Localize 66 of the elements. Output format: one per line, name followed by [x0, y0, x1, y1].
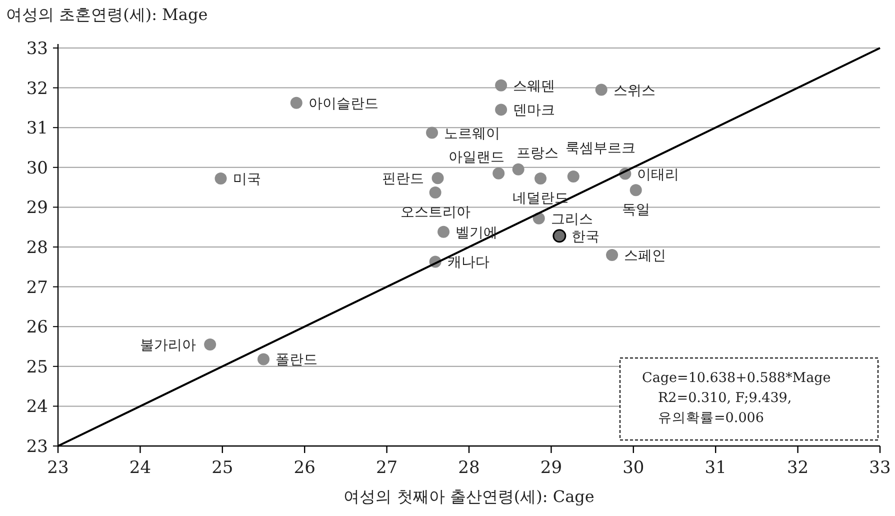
- annotation: 독일: [622, 202, 650, 218]
- annotation: 벨기에: [456, 224, 498, 241]
- x-tick-label: 29: [540, 458, 562, 478]
- x-tick-label: 26: [294, 458, 316, 478]
- point: [214, 172, 227, 185]
- annotation: 이태리: [637, 166, 680, 183]
- point: [552, 229, 566, 243]
- annotation: 덴마크: [513, 102, 556, 119]
- point: [512, 163, 524, 176]
- point: [606, 248, 618, 261]
- annotation: 폴란드: [276, 352, 318, 368]
- point: [438, 226, 450, 238]
- x-tick-label: 25: [212, 458, 234, 478]
- x-tick-label: 23: [47, 458, 69, 478]
- annotation: 미국: [232, 172, 261, 188]
- annotation: 한국: [571, 228, 600, 245]
- annotation: 스페인: [624, 248, 666, 264]
- y-tick-label: 29: [26, 198, 48, 218]
- x-tick-label: 24: [129, 458, 152, 478]
- y-tick-label: 23: [26, 437, 48, 457]
- annotation: 유의확률=0.006: [658, 410, 764, 426]
- annotation: Cage=10.638+0.588*Mage: [642, 370, 831, 386]
- annotation: 불가리아: [140, 338, 196, 354]
- y-tick-label: 31: [26, 118, 48, 139]
- y-tick-label: 30: [26, 158, 48, 178]
- point: [204, 338, 216, 351]
- x-tick-label: 31: [704, 458, 726, 478]
- annotation: 노르웨이: [444, 126, 500, 142]
- point: [492, 167, 505, 180]
- annotation: 핀란드: [382, 171, 424, 188]
- y-axis-title: 여성의 초혼연령(세): Mage: [6, 5, 208, 24]
- x-tick-label: 27: [376, 458, 398, 478]
- annotation: 그리스: [550, 211, 593, 228]
- annotation: 네덜란드: [512, 190, 569, 207]
- point: [495, 79, 508, 92]
- annotation: 오스트리아: [400, 204, 470, 220]
- x-tick-label: 33: [869, 458, 891, 478]
- y-tick-label: 28: [26, 238, 48, 258]
- point: [630, 184, 642, 196]
- y-tick-label: 27: [26, 278, 48, 298]
- y-tick-label: 32: [26, 78, 48, 99]
- point: [595, 84, 608, 96]
- point: [426, 126, 438, 139]
- y-tick-label: 33: [26, 39, 48, 59]
- point: [290, 96, 302, 109]
- annotation: 캐나다: [447, 254, 490, 271]
- y-tick-label: 24: [26, 397, 48, 418]
- annotation: 룩셈부르크: [565, 140, 636, 157]
- point: [567, 170, 580, 183]
- x-tick-label: 30: [622, 458, 644, 478]
- point: [495, 104, 508, 116]
- annotation: 아일랜드: [448, 149, 505, 166]
- x-tick-label: 28: [458, 458, 480, 478]
- x-axis-title: 여성의 첫째아 출산연령(세): Cage: [344, 487, 594, 506]
- point: [432, 172, 444, 184]
- annotation: 스웨덴: [513, 78, 556, 94]
- annotation: 아이슬란드: [308, 96, 378, 112]
- y-tick-label: 26: [26, 318, 48, 338]
- point: [534, 172, 547, 185]
- annotation: R2=0.310, F;9.439,: [658, 390, 792, 406]
- y-tick-label: 25: [26, 357, 48, 378]
- point: [258, 353, 270, 366]
- x-tick-label: 32: [786, 458, 809, 478]
- annotation: 스위스: [613, 82, 656, 99]
- point: [429, 186, 442, 198]
- annotation: 프랑스: [516, 145, 558, 162]
